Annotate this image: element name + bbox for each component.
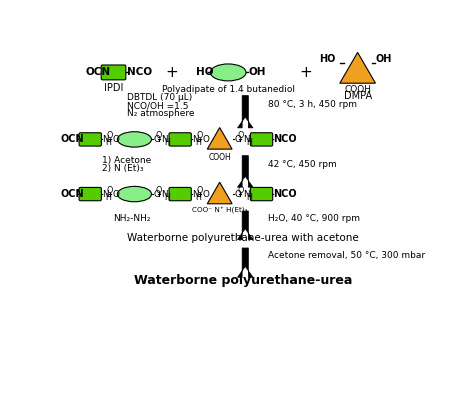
Text: IPDI: IPDI bbox=[104, 83, 123, 93]
Text: +: + bbox=[165, 65, 178, 80]
Text: O: O bbox=[155, 131, 162, 140]
Text: HO: HO bbox=[196, 67, 214, 77]
Text: O: O bbox=[235, 189, 241, 199]
Polygon shape bbox=[237, 156, 253, 187]
Text: O: O bbox=[153, 135, 160, 144]
Text: H₂O, 40 °C, 900 rpm: H₂O, 40 °C, 900 rpm bbox=[268, 214, 361, 223]
Text: OCN: OCN bbox=[61, 189, 84, 199]
Text: O: O bbox=[113, 135, 119, 144]
Text: Waterborne polyurethane-urea: Waterborne polyurethane-urea bbox=[134, 274, 352, 287]
Text: 42 °C, 450 rpm: 42 °C, 450 rpm bbox=[268, 160, 337, 169]
Text: H: H bbox=[164, 193, 171, 202]
Text: Acetone removal, 50 °C, 300 mbar: Acetone removal, 50 °C, 300 mbar bbox=[268, 251, 426, 260]
Text: COOH: COOH bbox=[344, 85, 371, 94]
Text: H: H bbox=[164, 138, 171, 147]
Text: HO: HO bbox=[319, 53, 336, 64]
Text: N: N bbox=[102, 135, 109, 144]
Text: NCO: NCO bbox=[273, 189, 297, 199]
Ellipse shape bbox=[118, 132, 152, 147]
Text: N₂ atmosphere: N₂ atmosphere bbox=[128, 109, 195, 118]
Text: NCO: NCO bbox=[273, 134, 297, 144]
Text: NCO: NCO bbox=[127, 67, 152, 77]
Text: OCN: OCN bbox=[86, 67, 111, 77]
Text: Polyadipate of 1.4 butanediol: Polyadipate of 1.4 butanediol bbox=[162, 85, 295, 94]
Text: O: O bbox=[202, 189, 210, 199]
Polygon shape bbox=[237, 211, 253, 240]
Ellipse shape bbox=[118, 186, 152, 202]
Text: OCN: OCN bbox=[61, 134, 84, 144]
Text: O: O bbox=[107, 186, 113, 195]
Text: H: H bbox=[246, 138, 252, 147]
Text: H: H bbox=[105, 193, 111, 202]
Polygon shape bbox=[207, 182, 232, 204]
Text: 1) Acetone: 1) Acetone bbox=[102, 156, 151, 165]
Text: 2) N (Et)₃: 2) N (Et)₃ bbox=[102, 164, 143, 173]
Text: Waterborne polyurethane-urea with acetone: Waterborne polyurethane-urea with aceton… bbox=[127, 233, 359, 243]
Text: DBTDL (70 μL): DBTDL (70 μL) bbox=[128, 93, 193, 102]
Text: DMPA: DMPA bbox=[344, 91, 372, 101]
Text: O: O bbox=[107, 131, 113, 140]
Text: H: H bbox=[195, 193, 201, 202]
FancyBboxPatch shape bbox=[79, 133, 101, 146]
Text: OH: OH bbox=[375, 53, 392, 64]
Text: O: O bbox=[202, 135, 210, 144]
Text: O: O bbox=[237, 186, 244, 195]
Text: H: H bbox=[195, 138, 201, 147]
Text: O: O bbox=[235, 135, 241, 144]
FancyBboxPatch shape bbox=[250, 133, 273, 146]
Text: NCO/OH =1.5: NCO/OH =1.5 bbox=[128, 101, 189, 110]
Text: O: O bbox=[113, 189, 119, 199]
Text: N: N bbox=[102, 189, 109, 199]
Text: O: O bbox=[197, 186, 203, 195]
Text: O: O bbox=[155, 186, 162, 195]
Polygon shape bbox=[340, 52, 375, 83]
Polygon shape bbox=[237, 95, 253, 128]
Text: N: N bbox=[162, 135, 168, 144]
Text: O: O bbox=[197, 131, 203, 140]
Polygon shape bbox=[237, 248, 253, 277]
Text: H: H bbox=[105, 138, 111, 147]
Text: N: N bbox=[162, 189, 168, 199]
Text: N: N bbox=[192, 135, 198, 144]
Text: O: O bbox=[237, 131, 244, 140]
Text: 80 °C, 3 h, 450 rpm: 80 °C, 3 h, 450 rpm bbox=[268, 100, 357, 109]
FancyBboxPatch shape bbox=[101, 65, 126, 80]
Text: N: N bbox=[243, 189, 249, 199]
Text: H: H bbox=[246, 193, 252, 202]
Text: COO⁻ N⁺ H(Et)₃: COO⁻ N⁺ H(Et)₃ bbox=[192, 207, 247, 215]
FancyBboxPatch shape bbox=[169, 187, 191, 201]
Text: N: N bbox=[243, 135, 249, 144]
Text: OH: OH bbox=[248, 67, 266, 77]
Text: NH₂-NH₂: NH₂-NH₂ bbox=[113, 214, 151, 223]
Polygon shape bbox=[207, 127, 232, 149]
Ellipse shape bbox=[210, 64, 246, 81]
FancyBboxPatch shape bbox=[169, 133, 191, 146]
FancyBboxPatch shape bbox=[250, 187, 273, 201]
FancyBboxPatch shape bbox=[79, 187, 101, 201]
Text: COOH: COOH bbox=[208, 152, 231, 162]
Text: +: + bbox=[299, 65, 312, 80]
Text: O: O bbox=[153, 189, 160, 199]
Text: N: N bbox=[192, 189, 198, 199]
